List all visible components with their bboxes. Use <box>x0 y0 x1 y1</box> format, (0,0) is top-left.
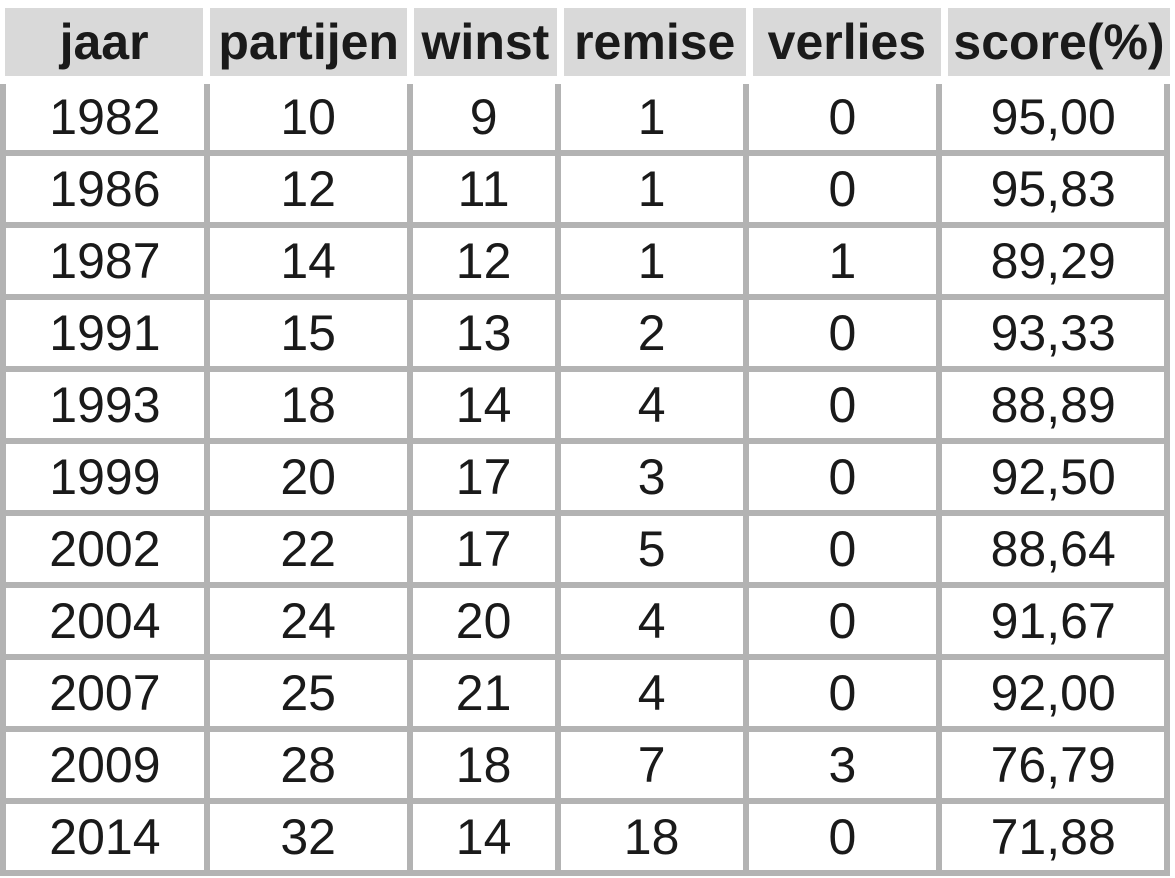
table-cell: 93,33 <box>942 300 1164 366</box>
table-cell: 0 <box>748 84 937 150</box>
column-header-jaar: jaar <box>5 8 204 76</box>
table-cell: 12 <box>209 156 407 222</box>
table-cell: 0 <box>748 588 937 654</box>
table-cell: 0 <box>748 444 937 510</box>
table-cell: 2004 <box>6 588 204 654</box>
table-cell: 1986 <box>6 156 204 222</box>
table-cell: 7 <box>560 732 743 798</box>
table-cell: 1982 <box>6 84 204 150</box>
table-cell: 95,83 <box>942 156 1164 222</box>
table-cell: 18 <box>560 804 743 870</box>
table-cell: 21 <box>412 660 555 726</box>
table-cell: 1991 <box>6 300 204 366</box>
table-cell: 15 <box>209 300 407 366</box>
table-cell: 92,00 <box>942 660 1164 726</box>
table-cell: 17 <box>412 444 555 510</box>
table-cell: 2 <box>560 300 743 366</box>
table-cell: 14 <box>412 804 555 870</box>
table-cell: 1 <box>560 156 743 222</box>
table-cell: 18 <box>412 732 555 798</box>
table-cell: 0 <box>748 516 937 582</box>
table-cell: 3 <box>560 444 743 510</box>
table-cell: 2009 <box>6 732 204 798</box>
table-cell: 20 <box>209 444 407 510</box>
table-cell: 0 <box>748 372 937 438</box>
column-header-score: score(%) <box>947 8 1170 76</box>
table-cell: 0 <box>748 804 937 870</box>
table-cell: 17 <box>412 516 555 582</box>
table-cell: 9 <box>412 84 555 150</box>
table-cell: 0 <box>748 660 937 726</box>
table-cell: 13 <box>412 300 555 366</box>
table-cell: 1 <box>560 228 743 294</box>
table-cell: 2007 <box>6 660 204 726</box>
table-cell: 76,79 <box>942 732 1164 798</box>
table-cell: 11 <box>412 156 555 222</box>
table-cell: 20 <box>412 588 555 654</box>
table-cell: 1 <box>560 84 743 150</box>
table-body: 1982 10 9 1 0 95,00 1986 12 11 1 0 95,83 1987 14 12 1 1 8… <box>0 84 1170 876</box>
table-cell: 71,88 <box>942 804 1164 870</box>
table-cell: 91,67 <box>942 588 1164 654</box>
table-cell: 1999 <box>6 444 204 510</box>
table-cell: 32 <box>209 804 407 870</box>
table-cell: 89,29 <box>942 228 1164 294</box>
table-cell: 24 <box>209 588 407 654</box>
column-header-remise: remise <box>563 8 746 76</box>
table-cell: 5 <box>560 516 743 582</box>
table-cell: 12 <box>412 228 555 294</box>
table-cell: 0 <box>748 300 937 366</box>
table-cell: 3 <box>748 732 937 798</box>
table-cell: 22 <box>209 516 407 582</box>
table-header-row: jaar partijen winst remise verlies score… <box>5 8 1170 76</box>
table-cell: 4 <box>560 372 743 438</box>
table-cell: 0 <box>748 156 937 222</box>
table-cell: 2002 <box>6 516 204 582</box>
column-header-verlies: verlies <box>752 8 941 76</box>
table-cell: 4 <box>560 660 743 726</box>
table-cell: 2014 <box>6 804 204 870</box>
table-cell: 10 <box>209 84 407 150</box>
table-cell: 95,00 <box>942 84 1164 150</box>
table-cell: 88,64 <box>942 516 1164 582</box>
table-cell: 28 <box>209 732 407 798</box>
table-cell: 92,50 <box>942 444 1164 510</box>
table-cell: 88,89 <box>942 372 1164 438</box>
table-cell: 14 <box>209 228 407 294</box>
table-cell: 25 <box>209 660 407 726</box>
table-cell: 18 <box>209 372 407 438</box>
table-cell: 1993 <box>6 372 204 438</box>
table-cell: 4 <box>560 588 743 654</box>
column-header-partijen: partijen <box>210 8 408 76</box>
table-cell: 14 <box>412 372 555 438</box>
column-header-winst: winst <box>414 8 557 76</box>
table-cell: 1 <box>748 228 937 294</box>
table-cell: 1987 <box>6 228 204 294</box>
